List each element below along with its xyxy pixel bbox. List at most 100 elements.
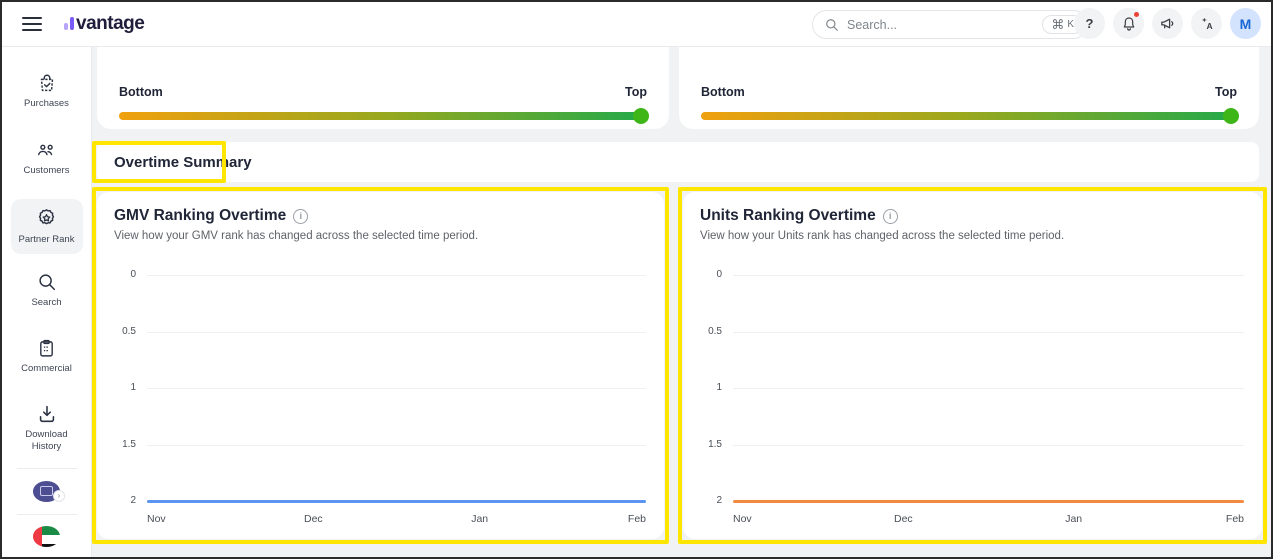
menu-icon[interactable] [22, 17, 42, 31]
sidebar-item-label: Partner Rank [18, 233, 75, 245]
chart-subtitle: View how your GMV rank has changed acros… [114, 230, 479, 242]
info-icon[interactable]: i [882, 208, 898, 224]
chart-body: 0 0.5 1 1.5 2 Nov Dec Jan Feb [699, 269, 1244, 525]
logo-text: vantage [76, 13, 145, 34]
sidebar-item-purchases[interactable]: Purchases [11, 64, 83, 118]
partner-rank-icon [38, 208, 55, 225]
gridline [733, 275, 1244, 276]
announcements-button[interactable] [1152, 8, 1183, 39]
sidebar-item-search[interactable]: Search [11, 263, 83, 317]
avatar-initial: M [1239, 15, 1252, 32]
purchases-icon [40, 74, 53, 91]
commercial-icon [40, 339, 53, 357]
search-shortcut-badge: ⌘ K [1042, 15, 1083, 34]
gridline [147, 275, 646, 276]
help-icon: ? [1085, 16, 1094, 31]
gmv-chart-card: GMV Ranking Overtime i View how your GMV… [97, 192, 664, 539]
notification-badge [1133, 11, 1140, 18]
y-tick-label: 2 [130, 495, 136, 506]
x-tick-label: Nov [147, 513, 166, 525]
x-tick-label: Dec [893, 513, 913, 525]
sidebar: Purchases Customers Partner Rank Search … [2, 47, 92, 557]
section-title: Overtime Summary [114, 153, 252, 171]
units-chart-card: Units Ranking Overtime i View how your U… [683, 192, 1262, 539]
search-icon [826, 18, 838, 31]
command-key-icon: ⌘ [1051, 17, 1065, 32]
plot-area: 0 0.5 1 1.5 2 [113, 269, 646, 506]
y-tick-label: 1 [130, 382, 136, 393]
x-axis: Nov Dec Jan Feb [147, 509, 646, 525]
y-tick-label: 1.5 [708, 438, 722, 450]
user-avatar[interactable]: M [1230, 8, 1261, 39]
topbar-actions: ? A M [1074, 8, 1261, 39]
gridline [733, 388, 1244, 389]
language-button[interactable]: A [1191, 8, 1222, 39]
uae-flag-icon [33, 526, 42, 547]
help-button[interactable]: ? [1074, 8, 1105, 39]
chart-title: GMV Ranking Overtime [114, 207, 287, 224]
gridline [147, 444, 646, 446]
sidebar-item-label: Commercial [21, 362, 72, 374]
rank-position-dot[interactable] [1223, 108, 1239, 124]
country-switcher-badge[interactable] [33, 526, 60, 547]
rank-position-dot[interactable] [633, 108, 649, 124]
y-tick-label: 1 [716, 382, 722, 393]
units-rank-slider-card: Bottom Top [679, 47, 1259, 129]
x-axis: Nov Dec Jan Feb [733, 509, 1244, 525]
info-icon[interactable]: i [293, 208, 309, 224]
svg-text:A: A [1207, 21, 1213, 31]
sidebar-item-label: Search [31, 296, 62, 308]
search-box[interactable]: ⌘ K [812, 10, 1088, 39]
rank-gradient-bar [701, 112, 1237, 120]
x-tick-label: Dec [303, 513, 323, 525]
sidebar-item-label: Download History [25, 428, 68, 452]
notifications-button[interactable] [1113, 8, 1144, 39]
bell-icon [1123, 16, 1134, 31]
slider-top-label: Top [1215, 85, 1237, 99]
shortcut-key: K [1067, 19, 1074, 30]
x-tick-label: Feb [627, 513, 646, 525]
gridline [147, 331, 646, 333]
download-icon [39, 405, 54, 422]
y-tick-label: 0 [130, 269, 136, 280]
y-tick-label: 0 [716, 269, 722, 280]
series-line [733, 500, 1244, 503]
chevron-right-icon: › [53, 490, 65, 503]
logo-bars-icon [64, 17, 74, 34]
chart-body: 0 0.5 1 1.5 2 Nov Dec Jan Feb [113, 269, 646, 525]
y-tick-label: 1.5 [122, 438, 136, 450]
gmv-rank-slider-card: Bottom Top [97, 47, 669, 129]
x-tick-label: Jan [1065, 513, 1083, 525]
rank-gradient-bar [119, 112, 647, 120]
section-header-bar: Overtime Summary [97, 142, 1259, 182]
main-content: Bottom Top Bottom Top Overtime Summary [92, 47, 1271, 557]
sidebar-divider [16, 513, 77, 515]
x-tick-label: Jan [471, 513, 489, 525]
slider-bottom-label: Bottom [701, 85, 745, 99]
sidebar-item-customers[interactable]: Customers [11, 131, 83, 185]
topbar: vantage ⌘ K ? A M [2, 2, 1271, 47]
series-line [147, 500, 646, 503]
sidebar-item-commercial[interactable]: Commercial [11, 329, 83, 383]
x-tick-label: Nov [733, 513, 752, 525]
customers-icon [38, 144, 53, 156]
plot-area: 0 0.5 1 1.5 2 [699, 269, 1244, 506]
sidebar-item-partner-rank[interactable]: Partner Rank [10, 198, 83, 254]
y-tick-label: 0.5 [708, 325, 722, 337]
slider-bottom-label: Bottom [119, 85, 163, 99]
megaphone-icon [1161, 18, 1174, 29]
org-switcher-badge[interactable]: › [33, 481, 65, 503]
search-input[interactable] [847, 17, 1043, 32]
translate-icon: A [1201, 17, 1213, 31]
app-logo[interactable]: vantage [64, 13, 145, 34]
sidebar-item-download-history[interactable]: Download History [11, 395, 83, 461]
gridline [733, 444, 1244, 446]
chart-title: Units Ranking Overtime [700, 207, 876, 224]
sidebar-item-label: Customers [23, 165, 70, 177]
org-logo-icon [40, 486, 53, 497]
gridline [147, 388, 646, 389]
sidebar-item-label: Purchases [24, 97, 69, 109]
chart-subtitle: View how your Units rank has changed acr… [700, 230, 1065, 242]
y-tick-label: 2 [716, 495, 722, 506]
